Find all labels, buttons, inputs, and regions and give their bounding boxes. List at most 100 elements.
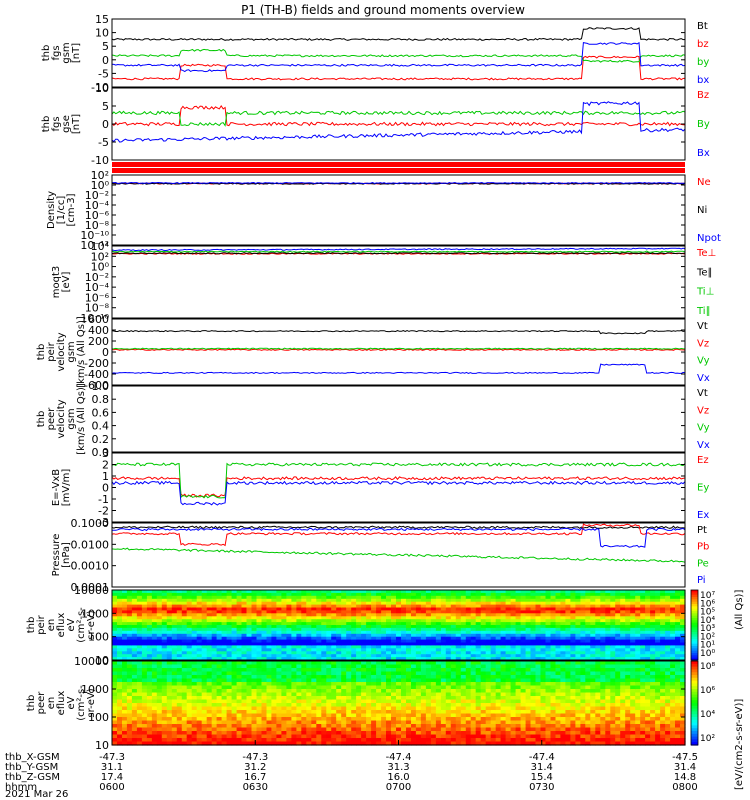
spectrogram-cell	[136, 741, 143, 746]
spectrogram-cell	[226, 731, 233, 736]
spectrogram-cell	[371, 671, 377, 676]
spectrogram-cell	[411, 654, 417, 658]
spectrogram-cell	[406, 645, 412, 649]
spectrogram-cell	[226, 668, 233, 673]
spectrogram-cell	[261, 610, 268, 614]
spectrogram-cell	[236, 717, 243, 722]
spectrogram-cell	[490, 727, 497, 732]
spectrogram-cell	[495, 657, 502, 661]
spectrogram-cell	[256, 724, 263, 729]
spectrogram-cell	[161, 636, 168, 641]
spectrogram-cell	[176, 601, 183, 606]
y-axis-label: [nPa]	[61, 542, 72, 568]
spectrogram-cell	[251, 648, 258, 652]
spectrogram-cell	[176, 710, 183, 715]
spectrogram-cell	[141, 592, 148, 597]
spectrogram-cell	[505, 734, 512, 739]
spectrogram-cell	[575, 622, 581, 626]
spectrogram-cell	[161, 685, 168, 690]
spectrogram-cell	[261, 625, 268, 629]
spectrogram-cell	[465, 664, 472, 669]
spectrogram-cell	[191, 671, 198, 676]
colorbar-cell	[691, 639, 698, 642]
spectrogram-cell	[411, 720, 417, 725]
spectrogram-cell	[570, 630, 576, 635]
spectrogram-cell	[256, 645, 263, 649]
spectrogram-cell	[435, 627, 442, 632]
spectrogram-cell	[326, 734, 332, 739]
spectrogram-cell	[381, 592, 387, 597]
spectrogram-cell	[381, 664, 387, 669]
spectrogram-cell	[231, 717, 238, 722]
spectrogram-cell	[545, 613, 552, 617]
spectrogram-cell	[316, 699, 322, 704]
spectrogram-cell	[391, 645, 397, 649]
spectrogram-cell	[401, 668, 407, 673]
y-tick-label: 10	[95, 82, 109, 95]
spectrogram-cell	[331, 741, 337, 746]
spectrogram-cell	[211, 668, 218, 673]
spectrogram-cell	[550, 642, 557, 646]
spectrogram-cell	[151, 717, 158, 722]
spectrogram-cell	[361, 692, 367, 697]
spectrogram-cell	[366, 639, 372, 644]
spectrogram-cell	[515, 642, 522, 646]
y-axis-label: velocity	[56, 332, 67, 371]
spectrogram-cell	[535, 592, 542, 597]
spectrogram-cell	[136, 601, 143, 606]
spectrogram-cell	[161, 734, 168, 739]
spectrogram-cell	[505, 627, 512, 632]
spectrogram-cell	[171, 601, 178, 606]
spectrogram-cell	[286, 604, 292, 609]
spectrogram-cell	[251, 720, 258, 725]
spectrogram-cell	[117, 607, 123, 611]
spectrogram-cell	[450, 703, 457, 708]
spectrogram-cell	[470, 661, 477, 666]
spectrogram-cell	[246, 607, 253, 611]
spectrogram-cell	[326, 630, 332, 635]
spectrogram-cell	[266, 636, 273, 641]
spectrogram-cell	[201, 595, 208, 600]
spectrogram-cell	[485, 630, 492, 635]
spectrogram-cell	[425, 710, 432, 715]
spectrogram-cell	[296, 717, 302, 722]
spectrogram-cell	[635, 625, 641, 629]
spectrogram-cell	[261, 657, 268, 661]
spectrogram-cell	[401, 724, 407, 729]
spectrogram-cell	[181, 627, 188, 632]
spectrogram-cell	[346, 645, 352, 649]
spectrogram-cell	[246, 633, 253, 638]
spectrogram-cell	[530, 639, 537, 644]
spectrogram-cell	[211, 741, 218, 746]
spectrogram-cell	[246, 595, 253, 600]
spectrogram-cell	[366, 595, 372, 600]
spectrogram-cell	[381, 671, 387, 676]
spectrogram-cell	[326, 598, 332, 603]
spectrogram-cell	[156, 604, 163, 609]
spectrogram-cell	[251, 727, 258, 732]
spectrogram-cell	[450, 601, 457, 606]
spectrogram-cell	[505, 717, 512, 722]
spectrogram-cell	[386, 713, 392, 718]
spectrogram-cell	[122, 706, 128, 711]
spectrogram-cell	[510, 622, 517, 626]
spectrogram-cell	[141, 630, 148, 635]
spectrogram-cell	[495, 639, 502, 644]
spectrogram-cell	[131, 598, 138, 603]
spectrogram-cell	[311, 678, 317, 683]
spectrogram-cell	[321, 619, 327, 623]
spectrogram-cell	[635, 613, 641, 617]
spectrogram-cell	[226, 717, 233, 722]
spectrogram-cell	[231, 692, 238, 697]
spectrogram-cell	[291, 738, 297, 743]
spectrogram-cell	[625, 622, 631, 626]
legend-Bz: Bz	[697, 90, 709, 101]
spectrogram-cell	[435, 592, 442, 597]
spectrogram-cell	[635, 610, 641, 614]
spectrogram-cell	[336, 713, 342, 718]
spectrogram-cell	[485, 595, 492, 600]
spectrogram-cell	[465, 607, 472, 611]
spectrogram-cell	[181, 639, 188, 644]
spectrogram-cell	[460, 706, 467, 711]
spectrogram-cell	[545, 604, 552, 609]
